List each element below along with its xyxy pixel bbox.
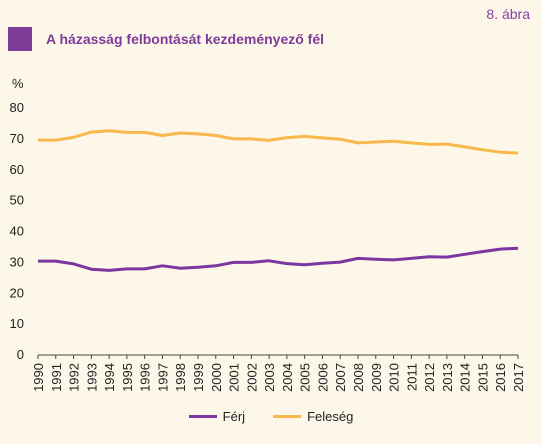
- legend-swatch-ferj: [188, 415, 217, 418]
- figure-number: 8. ábra: [486, 6, 530, 22]
- series-lines: [38, 129, 519, 272]
- y-axis-unit: %: [12, 76, 24, 91]
- x-tick-label: 1999: [191, 363, 206, 392]
- x-tick-label: 1992: [67, 363, 82, 392]
- x-tick-label: 2011: [404, 363, 419, 391]
- x-tick-label: 2012: [422, 363, 437, 392]
- y-tick-label: 60: [10, 162, 24, 177]
- x-tick-label: 2010: [387, 363, 402, 392]
- legend: Férj Feleség: [0, 409, 542, 424]
- series-line-feleseg: [38, 129, 519, 155]
- y-tick-label: 70: [10, 131, 24, 146]
- x-tick-label: 2000: [209, 363, 224, 392]
- y-tick-label: 10: [10, 316, 24, 331]
- x-tick-label: 2007: [333, 363, 348, 392]
- x-tick-label: 1990: [31, 363, 46, 392]
- x-tick-label: 1995: [120, 363, 135, 392]
- y-tick-label: 0: [17, 347, 24, 362]
- x-tick-label: 1998: [173, 363, 188, 392]
- legend-label-ferj: Férj: [222, 409, 246, 424]
- x-tick-label: 2015: [475, 363, 490, 392]
- x-tick-label: 1996: [138, 363, 153, 392]
- legend-label-feleseg: Feleség: [307, 409, 354, 424]
- y-tick-label: 20: [10, 285, 24, 300]
- x-tick-label: 2006: [315, 363, 330, 392]
- x-tick-label: 2002: [244, 363, 259, 392]
- x-tick-label: 2008: [351, 363, 366, 392]
- title-marker-square: [8, 27, 32, 51]
- x-tick-label: 1993: [84, 363, 99, 392]
- legend-item-ferj: Férj: [188, 409, 246, 424]
- x-tick-label: 1997: [155, 363, 170, 392]
- legend-swatch-feleseg: [273, 415, 302, 418]
- y-tick-label: 30: [10, 254, 24, 269]
- chart-title: A házasság felbontását kezdeményező fél: [46, 31, 325, 47]
- x-tick-label: 2004: [280, 363, 295, 392]
- x-tick-label: 2009: [369, 363, 384, 392]
- x-tick-label: 2003: [262, 363, 277, 392]
- x-tick-label: 2005: [298, 363, 313, 392]
- x-tick-label: 2017: [511, 363, 526, 392]
- y-tick-label: 40: [10, 224, 24, 239]
- x-tick-label: 1991: [49, 363, 64, 392]
- y-tick-label: 80: [10, 100, 24, 115]
- x-tick-label: 2016: [493, 363, 508, 392]
- x-tick-label: 2013: [440, 363, 455, 392]
- y-tick-label: 50: [10, 193, 24, 208]
- x-tick-label: 2001: [227, 363, 242, 392]
- title-row: A házasság felbontását kezdeményező fél: [8, 27, 324, 51]
- series-line-ferj: [38, 246, 519, 272]
- x-tick-label: 1994: [102, 363, 117, 392]
- legend-item-feleseg: Feleség: [273, 409, 353, 424]
- x-tick-label: 2014: [458, 363, 473, 392]
